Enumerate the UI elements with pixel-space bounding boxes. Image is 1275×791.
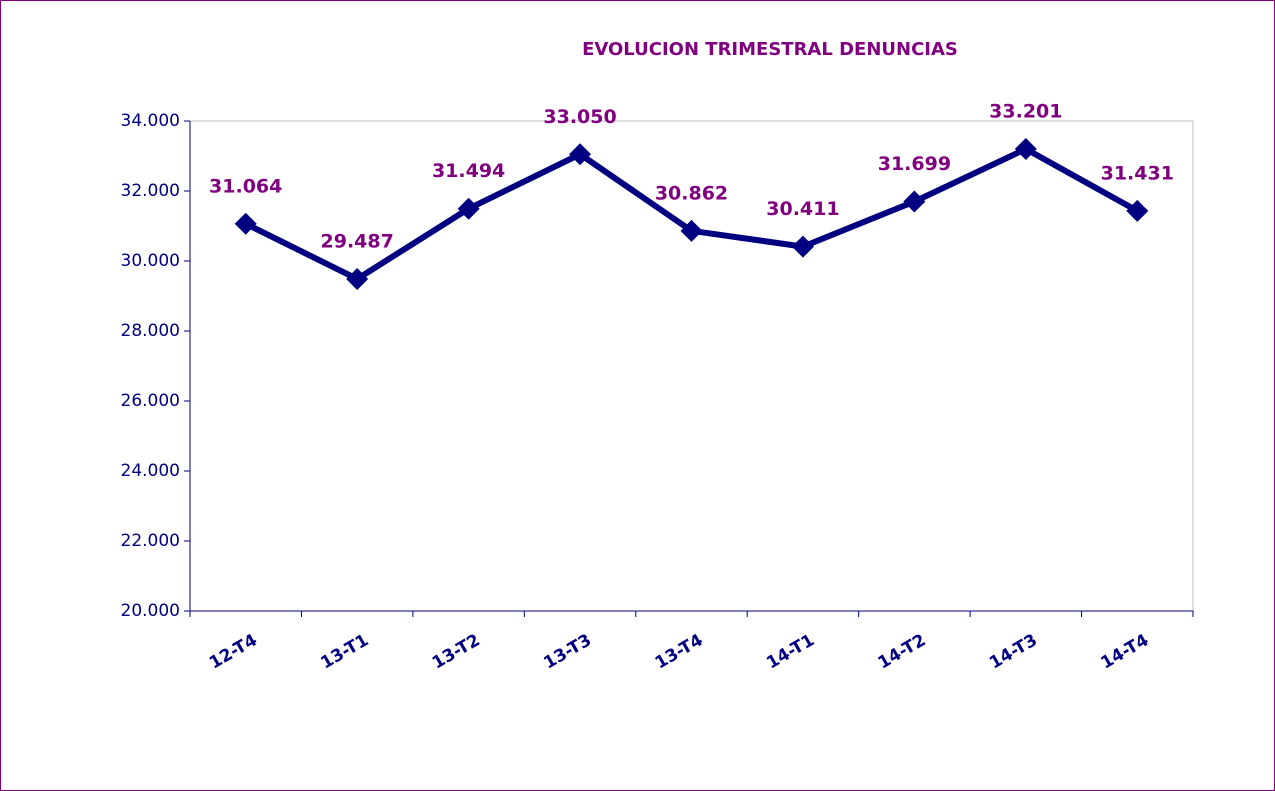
data-label: 31.699: [878, 153, 951, 175]
y-tick-label: 20.000: [121, 601, 180, 621]
data-label: 30.862: [655, 182, 728, 204]
marker: [569, 143, 592, 166]
y-tick-label: 26.000: [121, 391, 180, 411]
marker: [234, 212, 257, 235]
data-label: 30.411: [766, 198, 839, 220]
data-label: 33.201: [989, 100, 1062, 122]
marker: [1126, 199, 1149, 222]
y-tick-label: 30.000: [121, 251, 180, 271]
chart-title: EVOLUCION TRIMESTRAL DENUNCIAS: [582, 39, 958, 60]
y-tick-label: 22.000: [121, 531, 180, 551]
y-tick-label: 28.000: [121, 321, 180, 341]
marker: [791, 235, 814, 258]
marker: [680, 219, 703, 242]
data-label: 31.431: [1101, 162, 1174, 184]
data-label: 29.487: [321, 230, 394, 252]
y-tick-label: 34.000: [121, 111, 180, 131]
data-label: 31.064: [209, 175, 282, 197]
data-label: 31.494: [432, 160, 505, 182]
marker: [903, 190, 926, 213]
marker: [346, 267, 369, 290]
marker: [457, 197, 480, 220]
y-tick-label: 32.000: [121, 181, 180, 201]
marker: [1014, 137, 1037, 160]
data-label: 33.050: [543, 106, 616, 128]
y-tick-label: 24.000: [121, 461, 180, 481]
